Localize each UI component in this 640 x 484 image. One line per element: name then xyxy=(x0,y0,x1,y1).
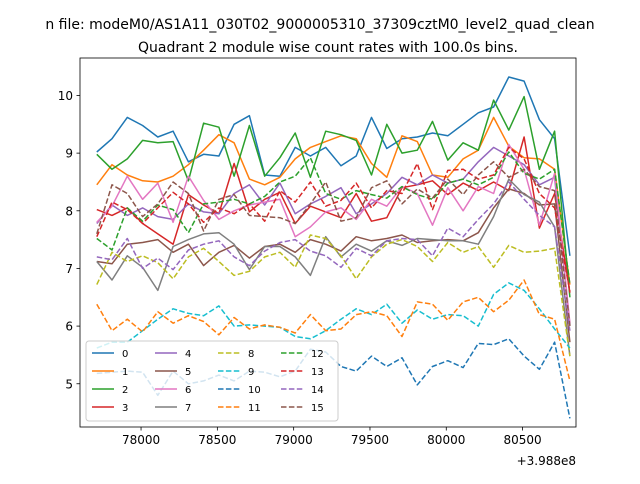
legend-label: 9 xyxy=(248,367,254,378)
legend-label: 12 xyxy=(311,349,324,360)
x-offset-text: +3.988e8 xyxy=(517,454,576,468)
y-tick-label: 10 xyxy=(58,89,73,103)
legend-item-15: 15 xyxy=(281,403,324,414)
legend-label: 4 xyxy=(185,349,191,360)
series-line-11 xyxy=(96,279,571,382)
legend-item-9: 9 xyxy=(218,367,254,378)
legend-item-4: 4 xyxy=(155,349,191,360)
x-tick-label: 79500 xyxy=(351,433,389,447)
legend-label: 11 xyxy=(248,403,261,414)
series-line-1 xyxy=(96,116,571,285)
series-line-9 xyxy=(96,282,571,349)
y-tick-label: 7 xyxy=(65,262,73,276)
legend-item-3: 3 xyxy=(92,403,128,414)
legend-label: 14 xyxy=(311,385,324,396)
y-tick-label: 8 xyxy=(65,204,73,218)
series-line-8 xyxy=(96,234,571,357)
legend-item-12: 12 xyxy=(281,349,324,360)
chart-title: Quadrant 2 module wise count rates with … xyxy=(138,40,518,56)
legend-item-7: 7 xyxy=(155,403,191,414)
x-tick-label: 80000 xyxy=(427,433,465,447)
legend-item-8: 8 xyxy=(218,349,254,360)
y-tick-label: 5 xyxy=(65,377,73,391)
legend-label: 0 xyxy=(122,349,128,360)
y-tick-label: 6 xyxy=(65,320,73,334)
legend-item-0: 0 xyxy=(92,349,128,360)
series-line-7 xyxy=(96,178,571,357)
legend-label: 5 xyxy=(185,367,191,378)
legend-label: 6 xyxy=(185,385,191,396)
series-line-2 xyxy=(96,95,571,298)
legend-item-13: 13 xyxy=(281,367,324,378)
legend-item-10: 10 xyxy=(218,385,261,396)
legend-label: 2 xyxy=(122,385,128,396)
axes: 78000 78500 79000 79500 80000 805005678910+3.… xyxy=(58,57,577,468)
x-tick-label: 80500 xyxy=(503,433,541,447)
legend-label: 10 xyxy=(248,385,261,396)
x-tick-label: 78000 xyxy=(122,433,160,447)
legend-box xyxy=(85,340,339,422)
axes-frame xyxy=(79,57,577,428)
series-line-15 xyxy=(96,161,571,327)
legend-item-14: 14 xyxy=(281,385,324,396)
legend-label: 3 xyxy=(122,403,128,414)
legend-label: 8 xyxy=(248,349,254,360)
series-line-14 xyxy=(96,181,571,331)
legend-item-11: 11 xyxy=(218,403,261,414)
series-line-13 xyxy=(96,146,571,292)
figure-suptitle: n file: modeM0/AS1A11_030T02_9000005310_… xyxy=(45,17,594,33)
legend-label: 13 xyxy=(311,367,324,378)
legend-label: 15 xyxy=(311,403,324,414)
x-tick-label: 79000 xyxy=(275,433,313,447)
legend-item-5: 5 xyxy=(155,367,191,378)
series-line-3 xyxy=(96,136,571,293)
legend-item-2: 2 xyxy=(92,385,128,396)
x-tick-label: 78500 xyxy=(198,433,236,447)
legend-item-6: 6 xyxy=(155,385,191,396)
legend-item-1: 1 xyxy=(92,367,128,378)
y-tick-label: 9 xyxy=(65,147,73,161)
legend-label: 7 xyxy=(185,403,191,414)
series-line-12 xyxy=(96,151,571,285)
legend-label: 1 xyxy=(122,367,128,378)
